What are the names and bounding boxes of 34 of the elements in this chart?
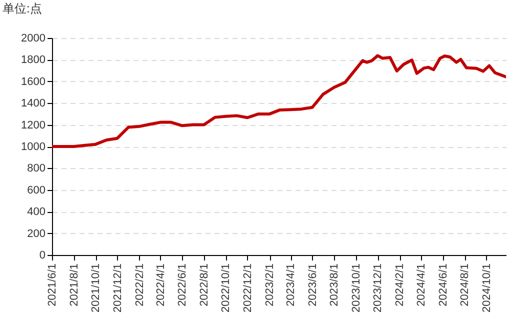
x-tick-label: 2023/8/1 xyxy=(328,264,341,306)
x-tick-label: 2023/6/1 xyxy=(306,264,319,306)
x-tick-label: 2021/6/1 xyxy=(46,264,58,306)
x-tick-label: 2023/2/1 xyxy=(264,264,276,306)
x-tick-label: 2023/12/1 xyxy=(372,264,384,312)
line-series xyxy=(52,54,506,148)
x-tick-label: 2022/10/1 xyxy=(220,264,232,312)
x-tick-label: 2024/4/1 xyxy=(416,264,428,306)
x-tick-label: 2021/8/1 xyxy=(68,264,80,306)
y-axis-title: 单位:点 xyxy=(2,2,42,16)
y-tick-label: 600 xyxy=(27,184,46,196)
y-tick-label: 1400 xyxy=(21,98,46,110)
x-tick-label: 2024/6/1 xyxy=(437,264,450,306)
x-tick-label: 2021/10/1 xyxy=(90,264,102,312)
x-tick-label: 2022/4/1 xyxy=(154,264,167,306)
x-tick-label: 2022/2/1 xyxy=(134,264,146,306)
y-tick-label: 1600 xyxy=(21,76,46,88)
x-tick-label: 2023/10/1 xyxy=(350,264,362,312)
x-tick-label: 2022/8/1 xyxy=(198,264,210,306)
y-tick-label: 1200 xyxy=(21,119,46,132)
x-tick-label: 2021/12/1 xyxy=(112,264,124,312)
y-tick-label: 1800 xyxy=(21,54,46,66)
y-tick-label: 200 xyxy=(27,228,46,240)
y-tick-label: 2000 xyxy=(21,32,46,44)
x-tick-label: 2022/12/1 xyxy=(242,264,254,312)
x-tick-label: 2024/10/1 xyxy=(480,264,493,312)
x-tick-label: 2024/8/1 xyxy=(459,264,472,306)
x-tick-label: 2023/4/1 xyxy=(285,264,298,306)
x-tick-label: 2024/2/1 xyxy=(394,264,406,306)
x-tick-label: 2022/6/1 xyxy=(176,264,189,306)
y-tick-label: 800 xyxy=(27,162,46,175)
y-tick-label: 1000 xyxy=(21,141,46,153)
y-tick-label: 400 xyxy=(27,206,46,218)
y-tick-label: 0 xyxy=(39,250,46,262)
